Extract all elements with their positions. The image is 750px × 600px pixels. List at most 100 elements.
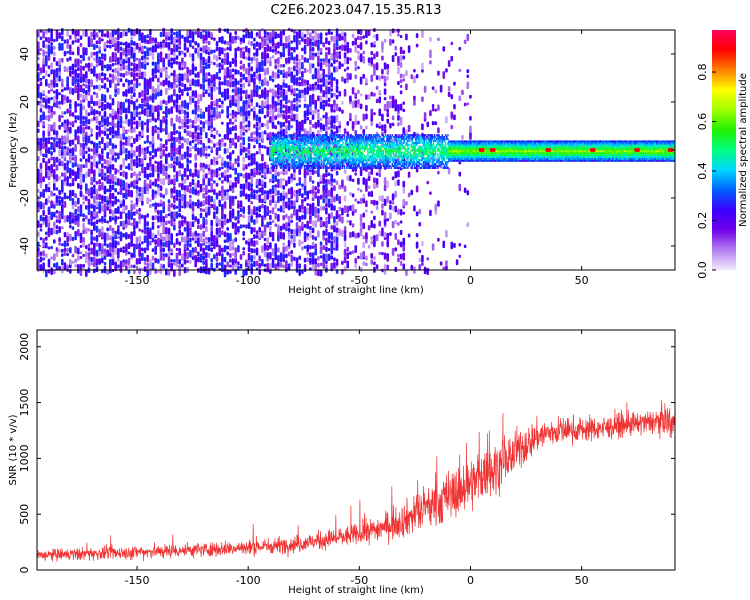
heatmap-cell xyxy=(285,89,288,96)
heatmap-cell xyxy=(253,255,256,260)
heatmap-cell xyxy=(307,155,309,158)
heatmap-cell xyxy=(319,47,323,53)
heatmap-cell xyxy=(373,177,376,184)
heatmap-cell xyxy=(194,107,197,115)
heatmap-cell xyxy=(319,62,323,68)
heatmap-cell xyxy=(269,262,272,270)
heatmap-cell xyxy=(381,268,384,273)
heatmap-cell xyxy=(82,164,85,169)
heatmap-cell xyxy=(53,142,56,149)
heatmap-cell xyxy=(178,247,181,256)
heatmap-cell xyxy=(181,62,184,67)
heatmap-cell xyxy=(362,261,366,266)
heatmap-cell xyxy=(159,220,163,227)
heatmap-cell xyxy=(237,261,240,266)
heatmap-cell xyxy=(407,171,411,178)
heatmap-cell xyxy=(269,46,272,52)
heatmap-cell xyxy=(453,114,456,121)
heatmap-cell xyxy=(39,176,43,184)
heatmap-cell xyxy=(304,138,307,141)
heatmap-cell xyxy=(289,139,291,143)
heatmap-cell xyxy=(234,195,238,200)
heatmap-cell xyxy=(207,55,211,64)
heatmap-cell xyxy=(98,228,101,236)
heatmap-cell xyxy=(281,155,284,158)
heatmap-cell xyxy=(338,45,342,50)
heatmap-cell xyxy=(300,136,302,139)
heatmap-cell xyxy=(399,54,403,62)
heatmap-cell xyxy=(245,45,248,53)
heatmap-cell xyxy=(47,186,51,193)
heatmap-cell xyxy=(394,190,398,198)
heatmap-cell xyxy=(151,45,155,53)
heatmap-cell xyxy=(186,137,189,145)
heatmap-cell xyxy=(263,76,267,84)
heatmap-cell xyxy=(310,139,312,143)
heatmap-cell xyxy=(283,151,286,154)
heatmap-cell xyxy=(231,125,235,132)
heatmap-cell xyxy=(239,129,243,138)
heatmap-cell xyxy=(322,234,326,241)
heatmap-cell xyxy=(213,117,216,121)
heatmap-cell xyxy=(295,126,299,133)
heatmap-cell xyxy=(173,136,176,142)
heatmap-cell xyxy=(106,141,109,149)
heatmap-cell xyxy=(290,260,294,267)
heatmap-cell xyxy=(74,144,77,152)
heatmap-cell xyxy=(199,120,203,125)
heatmap-cell xyxy=(82,200,85,205)
heatmap-cell xyxy=(263,171,267,178)
heatmap-cell xyxy=(306,108,310,117)
heatmap-cell xyxy=(426,257,430,261)
heatmap-cell xyxy=(63,192,67,200)
heatmap-cell xyxy=(157,44,160,49)
heatmap-cell xyxy=(466,81,470,90)
heatmap-cell xyxy=(300,138,302,141)
heatmap-cell xyxy=(162,194,165,199)
heatmap-cell xyxy=(466,190,470,196)
heatmap-cell xyxy=(333,257,336,262)
heatmap-cell xyxy=(293,159,296,162)
heatmap-cell xyxy=(130,152,133,159)
heatmap-cell xyxy=(245,103,248,112)
heatmap-cell xyxy=(146,231,149,240)
heatmap-cell xyxy=(325,74,328,78)
heatmap-cell xyxy=(285,145,288,148)
heatmap-cell xyxy=(247,215,251,223)
heatmap-cell xyxy=(325,186,328,195)
heatmap-cell xyxy=(138,91,141,99)
heatmap-cell xyxy=(42,89,45,95)
heatmap-cell xyxy=(445,68,448,73)
heatmap-cell xyxy=(133,253,136,258)
heatmap-cell xyxy=(74,84,77,92)
heatmap-cell xyxy=(109,126,112,135)
heatmap-cell xyxy=(117,100,120,109)
heatmap-cell xyxy=(311,185,315,190)
heatmap-cell xyxy=(298,204,302,213)
heatmap-cell xyxy=(162,65,165,72)
heatmap-cell xyxy=(202,166,205,174)
heatmap-cell xyxy=(90,203,93,209)
heatmap-cell xyxy=(426,180,430,185)
heatmap-cell xyxy=(109,56,112,63)
heatmap-cell xyxy=(143,140,147,144)
heatmap-cell xyxy=(285,253,288,259)
heatmap-cell xyxy=(117,199,120,203)
heatmap-cell xyxy=(275,153,278,156)
heatmap-cell xyxy=(149,156,152,162)
heatmap-cell xyxy=(275,134,278,137)
heatmap-cell xyxy=(50,79,53,86)
heatmap-cell xyxy=(309,257,312,264)
heatmap-cell xyxy=(157,183,160,188)
heatmap-cell xyxy=(95,200,99,208)
heatmap-cell xyxy=(327,103,331,107)
heatmap-cell xyxy=(405,129,408,135)
heatmap-cell xyxy=(250,215,254,221)
heatmap-cell xyxy=(151,104,155,113)
heatmap-cell xyxy=(311,220,315,227)
heatmap-cell xyxy=(317,83,320,90)
heatmap-cell xyxy=(69,121,72,126)
heatmap-cell xyxy=(282,157,285,160)
heatmap-cell xyxy=(69,86,72,95)
heatmap-cell xyxy=(53,177,56,184)
